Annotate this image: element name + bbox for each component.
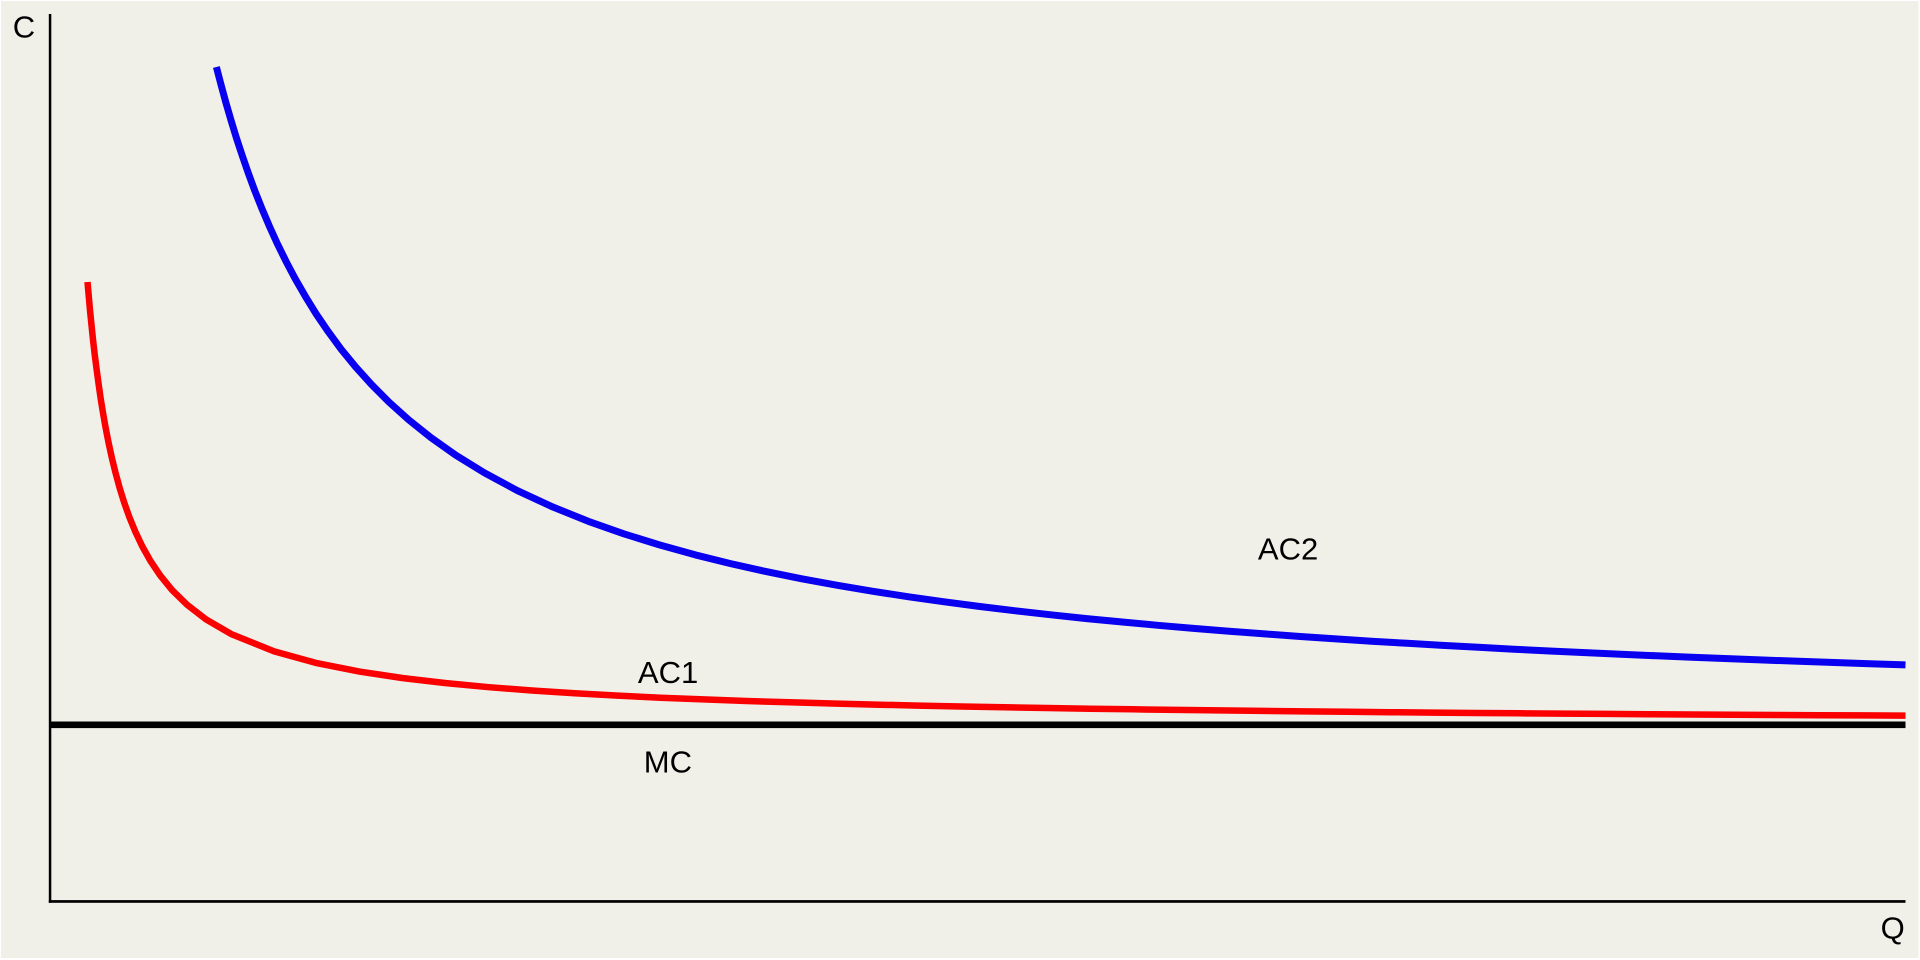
svg-text:AC1: AC1 — [638, 655, 698, 690]
svg-text:AC2: AC2 — [1258, 531, 1318, 566]
svg-text:C: C — [13, 10, 35, 45]
svg-text:MC: MC — [644, 744, 692, 779]
svg-text:Q: Q — [1881, 910, 1905, 945]
